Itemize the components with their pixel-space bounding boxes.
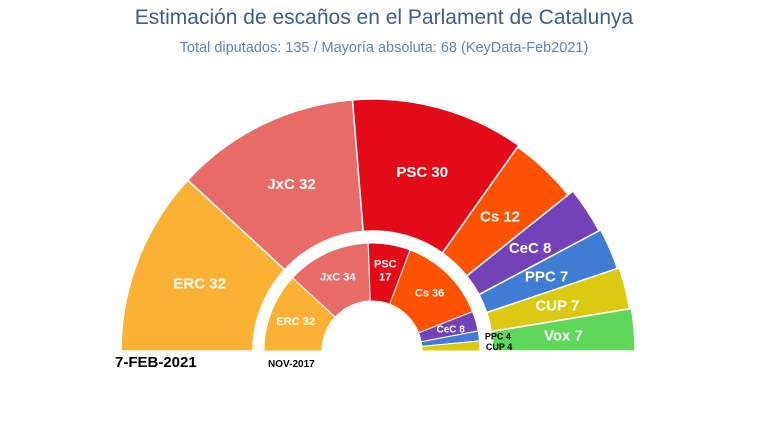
segment-label-cec: CeC 8 [509,240,552,257]
outer-ring-2021: ERC 32 JxC 32 PSC 30 Cs 12 CeC 8 PPC 7 CUP 7 Vo… [115,98,636,371]
segment-label-erc: ERC 32 [276,316,315,328]
segment-label-cup: CUP 7 [535,297,579,314]
segment-vox [490,307,636,352]
segment-jxc [186,99,365,271]
segment-label-cup: CUP 4 [486,342,512,352]
chart-title: Estimación de escaños en el Parlament de… [134,6,634,29]
date-label-2021: 7-FEB-2021 [115,354,197,371]
chart-subtitle: Total diputados: 135 / Mayoría absoluta:… [179,40,589,56]
segment-label-ppc: PPC 7 [525,268,568,285]
segment-label-ppc: PPC 4 [485,331,511,341]
segment-label-psc: PSC 17 [374,258,397,283]
segment-psc [351,98,520,255]
segment-label-jxc: JxC 34 [320,271,356,283]
segment-label-psc: PSC 30 [396,164,448,181]
segment-label-jxc: JxC 32 [267,176,315,193]
segment-label-cs: Cs 36 [415,288,444,300]
segment-label-erc: ERC 32 [173,276,226,293]
segment-label-cec: CeC 8 [437,324,466,335]
segment-erc [120,179,286,352]
date-label-2017: NOV-2017 [268,359,315,370]
segment-label-cs: Cs 12 [480,209,520,226]
segment-cup [421,340,481,352]
segment-label-vox: Vox 7 [544,328,583,345]
